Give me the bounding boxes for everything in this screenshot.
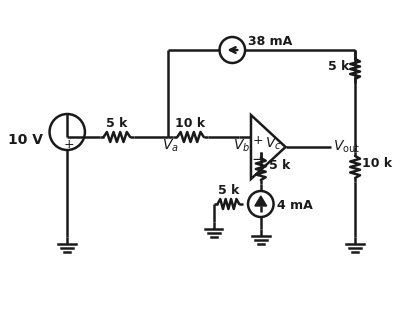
Text: 10 V: 10 V: [8, 133, 43, 147]
Text: 5 k: 5 k: [218, 184, 239, 197]
Text: $V_c$: $V_c$: [265, 136, 282, 152]
Text: 5 k: 5 k: [269, 159, 290, 172]
Text: 10 k: 10 k: [362, 157, 392, 170]
Text: 4 mA: 4 mA: [276, 199, 312, 212]
Text: 5 k: 5 k: [106, 117, 127, 130]
Text: $V_{\rm out}$: $V_{\rm out}$: [334, 139, 361, 155]
Text: +: +: [64, 137, 74, 150]
Text: $V_b$: $V_b$: [232, 138, 250, 155]
Text: 5 k: 5 k: [328, 60, 349, 73]
Text: $V_a$: $V_a$: [162, 138, 179, 155]
Polygon shape: [255, 196, 267, 206]
Text: +: +: [252, 134, 263, 147]
Text: 38 mA: 38 mA: [248, 35, 292, 48]
Text: 10 k: 10 k: [175, 117, 205, 130]
Text: −: −: [252, 151, 264, 166]
